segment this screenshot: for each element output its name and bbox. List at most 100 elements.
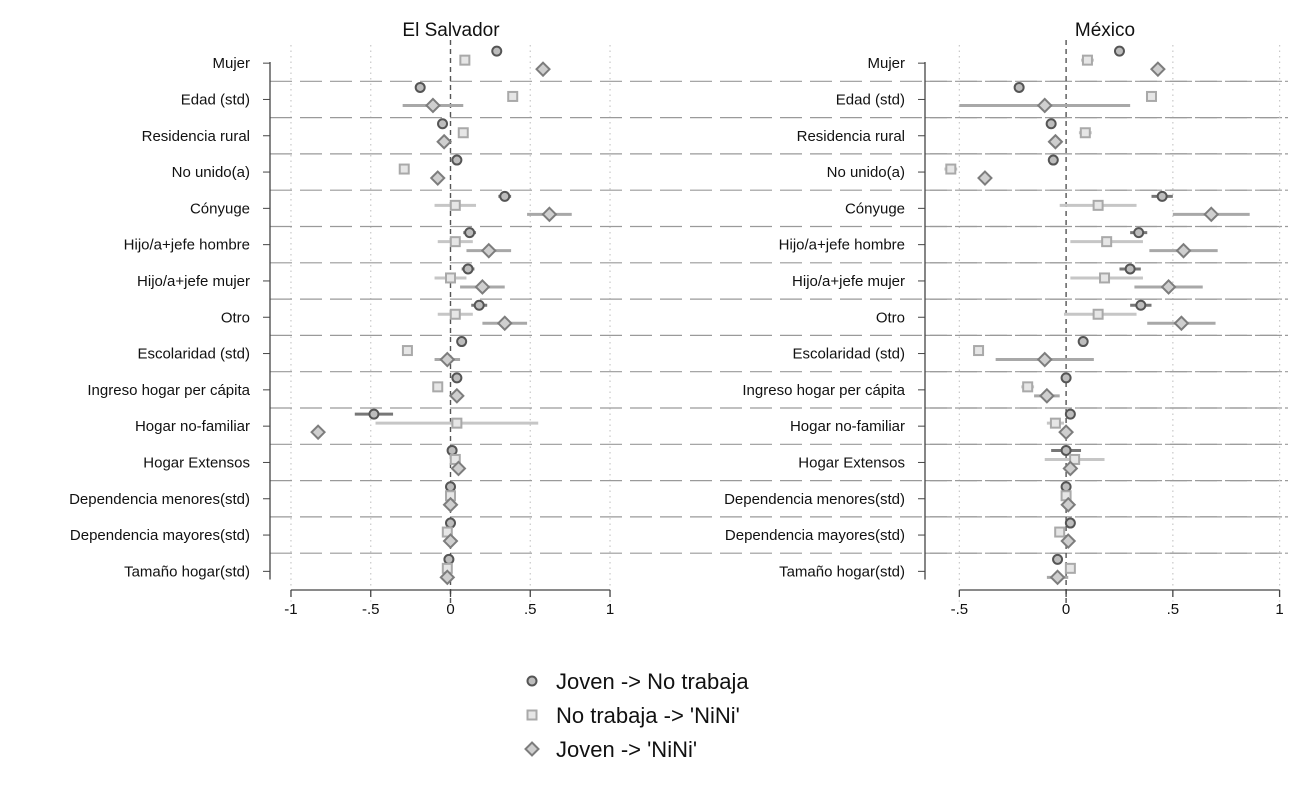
point-circle <box>414 81 426 93</box>
point-square <box>1092 199 1104 211</box>
point-circle <box>1077 336 1089 348</box>
point-square <box>1101 236 1113 248</box>
point-diamond <box>1058 424 1075 441</box>
category-label: Hogar Extensos <box>798 454 905 471</box>
point-circle <box>445 517 456 529</box>
point-diamond <box>436 133 453 150</box>
point-square <box>1049 417 1061 429</box>
legend-marker-square <box>526 709 538 721</box>
point-square <box>449 236 461 248</box>
category-label: Edad (std) <box>836 91 905 108</box>
point-circle <box>462 263 474 275</box>
point-diamond <box>439 351 456 368</box>
point-circle <box>1135 299 1147 311</box>
category-label: Cónyuge <box>845 200 905 217</box>
point-diamond <box>310 424 327 441</box>
point-diamond <box>977 170 993 186</box>
point-square <box>973 345 985 357</box>
category-label: Mujer <box>212 55 250 72</box>
category-label: Hijo/a+jefe mujer <box>137 273 250 290</box>
point-circle <box>1013 81 1025 93</box>
x-tick-label: 0 <box>446 601 454 618</box>
point-circle <box>456 336 468 348</box>
x-tick-label: -1 <box>284 601 297 618</box>
legend-marker-circle <box>526 675 538 687</box>
point-diamond <box>425 97 441 114</box>
point-circle <box>473 299 485 311</box>
point-diamond <box>1062 460 1079 477</box>
point-square <box>1145 90 1157 102</box>
category-label: Dependencia mayores(std) <box>70 527 250 544</box>
point-diamond <box>541 206 558 223</box>
x-tick-label: -.5 <box>362 601 380 618</box>
point-square <box>445 272 456 284</box>
x-tick-label: .5 <box>524 601 537 618</box>
point-diamond <box>1203 206 1220 223</box>
point-square <box>401 345 413 357</box>
point-circle <box>446 444 458 456</box>
category-label: Cónyuge <box>190 200 250 217</box>
point-diamond <box>1047 133 1064 150</box>
point-circle <box>1113 45 1125 57</box>
chart-panel-el-salvador: El Salvador -1 -.5 0 .5 1 Mujer Edad (std) Resid… <box>69 20 1288 618</box>
point-square <box>945 163 957 175</box>
point-circle <box>1064 517 1076 529</box>
category-label: Dependencia mayores(std) <box>725 527 905 544</box>
legend-label: Joven -> No trabaja <box>556 669 749 694</box>
point-diamond <box>1049 569 1066 586</box>
category-label: Dependencia menores(std) <box>69 491 250 508</box>
category-label: Hogar no-familiar <box>135 418 250 435</box>
point-diamond <box>442 533 459 549</box>
point-circle <box>445 481 456 493</box>
x-tick-label: 1 <box>606 601 614 618</box>
x-tick-label: 0 <box>1062 601 1070 618</box>
legend-marker-diamond <box>524 741 540 757</box>
point-circle <box>1052 553 1064 565</box>
point-circle <box>437 118 449 130</box>
category-label: Residencia rural <box>797 128 905 145</box>
point-diamond <box>1173 315 1190 332</box>
point-diamond <box>450 460 467 477</box>
point-square <box>432 381 444 393</box>
point-square <box>1069 453 1081 465</box>
point-diamond <box>1160 279 1177 295</box>
category-label: Dependencia menores(std) <box>724 491 905 508</box>
category-label: Tamaño hogar(std) <box>779 563 905 580</box>
category-label: Hijo/a+jefe mujer <box>792 273 905 290</box>
point-circle <box>491 45 503 57</box>
point-diamond <box>1038 387 1055 404</box>
point-square <box>1081 54 1093 66</box>
point-square <box>1022 381 1034 393</box>
category-label: Escolaridad (std) <box>137 346 250 363</box>
chart-legend: Joven -> No trabaja No trabaja -> 'NiNi' J… <box>524 669 749 762</box>
point-circle <box>368 408 380 420</box>
point-diamond <box>474 279 491 295</box>
category-label: Hogar Extensos <box>143 454 250 471</box>
point-square <box>449 308 461 320</box>
point-square <box>1064 562 1076 574</box>
panel-title: El Salvador <box>402 20 500 41</box>
category-label: Hogar no-familiar <box>790 418 905 435</box>
category-label: Escolaridad (std) <box>792 346 905 363</box>
point-diamond <box>1175 242 1192 259</box>
point-diamond <box>1036 351 1053 368</box>
category-label: Edad (std) <box>181 91 250 108</box>
point-diamond <box>496 315 513 332</box>
category-label: Hijo/a+jefe hombre <box>779 237 905 254</box>
point-square <box>451 417 463 429</box>
chart-panel-mexico: México -.5 0 .5 1 Mujer Edad (std) Residencia r… <box>724 20 1288 618</box>
point-circle <box>1060 444 1072 456</box>
category-label: Otro <box>876 309 905 326</box>
point-circle <box>451 372 463 384</box>
point-square <box>449 199 461 211</box>
panel-title: México <box>1075 20 1135 41</box>
point-circle <box>1124 263 1136 275</box>
x-tick-label: -.5 <box>951 601 969 618</box>
category-label: Tamaño hogar(std) <box>124 563 250 580</box>
point-diamond <box>429 170 446 186</box>
category-label: Otro <box>221 309 250 326</box>
point-diamond <box>480 242 497 259</box>
point-square <box>457 127 469 139</box>
